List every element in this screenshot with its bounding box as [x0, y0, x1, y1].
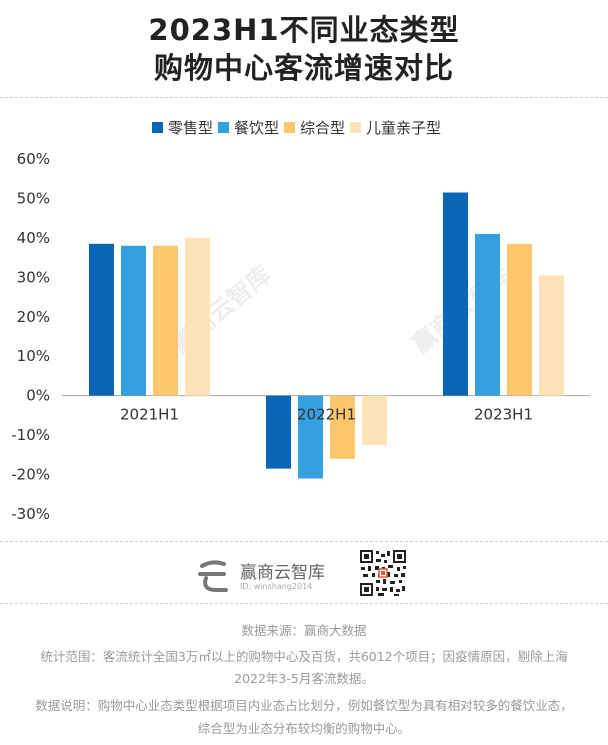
chart-title-line2: 购物中心客流增速对比: [153, 51, 454, 85]
bar-2022H1-零售型: [266, 395, 291, 469]
chart-legend: 零售型 餐饮型 综合型 儿童亲子型: [152, 119, 441, 137]
scope-line1: 统计范围：客流统计全国3万㎡以上的购物中心及百货，共6012个项目；因疫情原因，…: [40, 649, 568, 664]
bar-2022H1-餐饮型: [298, 395, 323, 479]
legend-label-3: 儿童亲子型: [366, 119, 441, 137]
bar-chart: 零售型 餐饮型 综合型 儿童亲子型 60% 50% 40% 30% 20% 10% 0% -10% -…: [11, 119, 590, 523]
bar-2023H1-零售型: [443, 192, 468, 396]
bars: [89, 192, 564, 479]
top-divider: [0, 97, 608, 98]
x-tick-label: 2021H1: [120, 406, 179, 424]
middle-divider: [0, 541, 608, 542]
y-tick-label: 30%: [17, 268, 50, 286]
legend-label-0: 零售型: [168, 119, 213, 137]
scope-line2: 2022年3-5月客流数据。: [234, 671, 374, 686]
bar-2021H1-零售型: [89, 243, 114, 396]
data-source: 数据来源：赢商大数据: [241, 623, 367, 638]
y-tick-label: 10%: [17, 347, 50, 365]
legend-swatch-2: [284, 122, 295, 133]
x-tick-label: 2022H1: [297, 406, 356, 424]
brand-name: 赢商云智库: [240, 563, 325, 583]
legend-swatch-0: [152, 122, 163, 133]
note-line1: 数据说明：购物中心业态类型根据项目内业态占比划分，例如餐饮型为具有相对较多的餐饮…: [35, 698, 573, 713]
y-tick-label: -30%: [11, 505, 50, 523]
y-tick-label: -10%: [11, 426, 50, 444]
chart-title-line1: 2023H1不同业态类型: [148, 13, 460, 47]
brand-logo-icon: [198, 560, 228, 592]
brand-logo: 赢商云智库 ID: winshang2014: [194, 552, 364, 600]
y-tick-label: 50%: [17, 189, 50, 207]
y-tick-label: 0%: [26, 387, 50, 405]
x-axis-labels: 2021H1 2022H1 2023H1: [120, 406, 533, 424]
legend-swatch-3: [350, 122, 361, 133]
bar-2021H1-综合型: [153, 245, 178, 396]
legend-label-2: 综合型: [300, 119, 345, 137]
y-tick-label: 60%: [17, 150, 50, 168]
bar-2022H1-综合型: [330, 395, 355, 459]
y-tick-label: -20%: [11, 466, 50, 484]
bar-2023H1-儿童亲子型: [539, 275, 564, 396]
bar-2022H1-儿童亲子型: [362, 395, 387, 445]
note-line2: 综合型为业态分布较均衡的购物中心。: [197, 721, 411, 736]
x-tick-label: 2023H1: [474, 406, 533, 424]
y-tick-label: 40%: [17, 229, 50, 247]
legend-swatch-1: [218, 122, 229, 133]
bottom-divider: [0, 603, 608, 604]
bar-2021H1-儿童亲子型: [185, 237, 210, 396]
y-axis: 60% 50% 40% 30% 20% 10% 0% -10% -20% -30%: [11, 150, 50, 523]
qr-code: [359, 549, 407, 597]
bar-2023H1-综合型: [507, 243, 532, 396]
y-tick-label: 20%: [17, 308, 50, 326]
bar-2021H1-餐饮型: [121, 245, 146, 396]
brand-id: ID: winshang2014: [240, 582, 313, 591]
legend-label-1: 餐饮型: [234, 119, 279, 137]
bar-2023H1-餐饮型: [475, 233, 500, 396]
